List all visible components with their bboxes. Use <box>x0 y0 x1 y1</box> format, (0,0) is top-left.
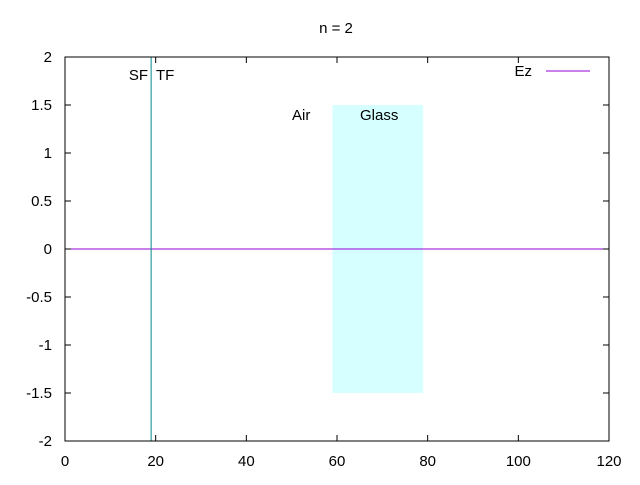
x-tick-label: 60 <box>329 453 346 470</box>
legend-label-ez: Ez <box>514 63 532 80</box>
y-tick-label: -1.5 <box>26 385 52 402</box>
x-tick-label: 120 <box>596 453 621 470</box>
glass-label: Glass <box>360 107 398 124</box>
y-tick-label: -0.5 <box>26 289 52 306</box>
tf-label: TF <box>156 67 174 84</box>
x-tick-label: 0 <box>61 453 69 470</box>
y-tick-label: 0 <box>44 241 52 258</box>
x-tick-label: 20 <box>147 453 164 470</box>
y-tick-label: 1.5 <box>31 97 52 114</box>
y-tick-label: 0.5 <box>31 193 52 210</box>
y-tick-label: 2 <box>44 49 52 66</box>
y-tick-label: -1 <box>39 337 52 354</box>
y-tick-label: -2 <box>39 433 52 450</box>
y-tick-label: 1 <box>44 145 52 162</box>
x-tick-label: 80 <box>419 453 436 470</box>
x-tick-label: 40 <box>238 453 255 470</box>
sf-label: SF <box>129 67 148 84</box>
chart-title: n = 2 <box>319 20 353 37</box>
air-label: Air <box>292 107 310 124</box>
x-tick-label: 100 <box>506 453 531 470</box>
